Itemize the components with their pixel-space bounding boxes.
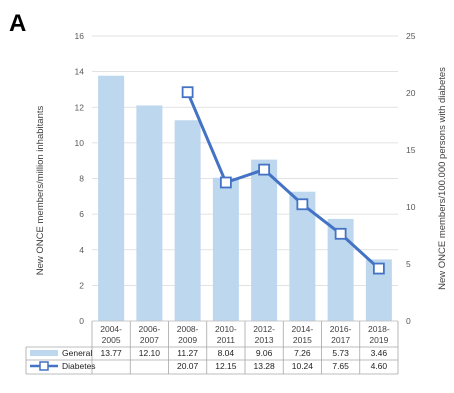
y2-tick-label: 10 [406,202,416,212]
bar-general [136,105,163,321]
legend-key-diabetes-marker [39,361,49,371]
y-tick-label: 16 [75,31,85,41]
y-tick-label: 10 [75,138,85,148]
y2-tick-label: 5 [406,259,411,269]
point-diabetes [334,227,347,240]
category-label: 2014- [292,324,314,334]
panel-label: A [9,10,27,37]
table-value-diabetes: 13.28 [253,361,275,371]
y-tick-label: 14 [75,67,85,77]
y-tick-label: 0 [79,316,84,326]
category-label: 2015 [293,335,312,345]
category-label: 2008- [177,324,199,334]
category-label: 2011 [217,335,236,345]
table-value-diabetes: 4.60 [371,361,388,371]
table-value-diabetes: 7.65 [332,361,349,371]
y2-tick-label: 0 [406,316,411,326]
table-value-diabetes: 10.24 [292,361,314,371]
category-label: 2006- [139,324,161,334]
bar-general [289,191,316,321]
category-label: 2009 [178,335,197,345]
bar-general [212,177,239,321]
bar-general [98,75,125,321]
y-tick-label: 12 [75,102,85,112]
table-value-general: 11.27 [177,348,198,358]
point-diabetes [372,262,385,275]
y2-tick-label: 20 [406,88,416,98]
category-label: 2007 [140,335,159,345]
category-label: 2019 [369,335,388,345]
point-diabetes [181,86,194,99]
table-value-diabetes: 20.07 [177,361,199,371]
y-tick-label: 2 [79,280,84,290]
y-tick-label: 6 [79,209,84,219]
category-label: 2016- [330,324,352,334]
table-value-general: 8.04 [218,348,235,358]
table-value-general: 9.06 [256,348,273,358]
point-diabetes [219,176,232,189]
y-axis-title: New ONCE members/million inhabitants [35,106,46,276]
y2-tick-label: 15 [406,145,416,155]
legend-label-general: General [62,348,92,358]
y2-axis-title: New ONCE members/100.000 persons with di… [437,67,448,290]
category-label: 2005 [102,335,121,345]
category-label: 2018- [368,324,390,334]
table-value-general: 12.10 [139,348,161,358]
point-diabetes [258,163,271,176]
table-value-general: 7.26 [294,348,311,358]
category-label: 2012- [253,324,275,334]
category-label: 2004- [100,324,122,334]
y-tick-label: 8 [79,174,84,184]
category-label: 2010- [215,324,237,334]
y2-tick-label: 25 [406,31,416,41]
table-value-general: 3.46 [371,348,388,358]
bar-general [174,120,201,321]
line-diabetes [186,91,380,270]
table-value-diabetes: 12.15 [215,361,237,371]
category-label: 2017 [331,335,350,345]
table-value-general: 13.77 [100,348,122,358]
y-tick-label: 4 [79,245,84,255]
bar-general [251,159,278,321]
point-diabetes [296,198,309,211]
legend-key-general [30,350,58,356]
legend-label-diabetes: Diabetes [62,361,96,371]
category-label: 2013 [255,335,274,345]
table-value-general: 5.73 [332,348,349,358]
